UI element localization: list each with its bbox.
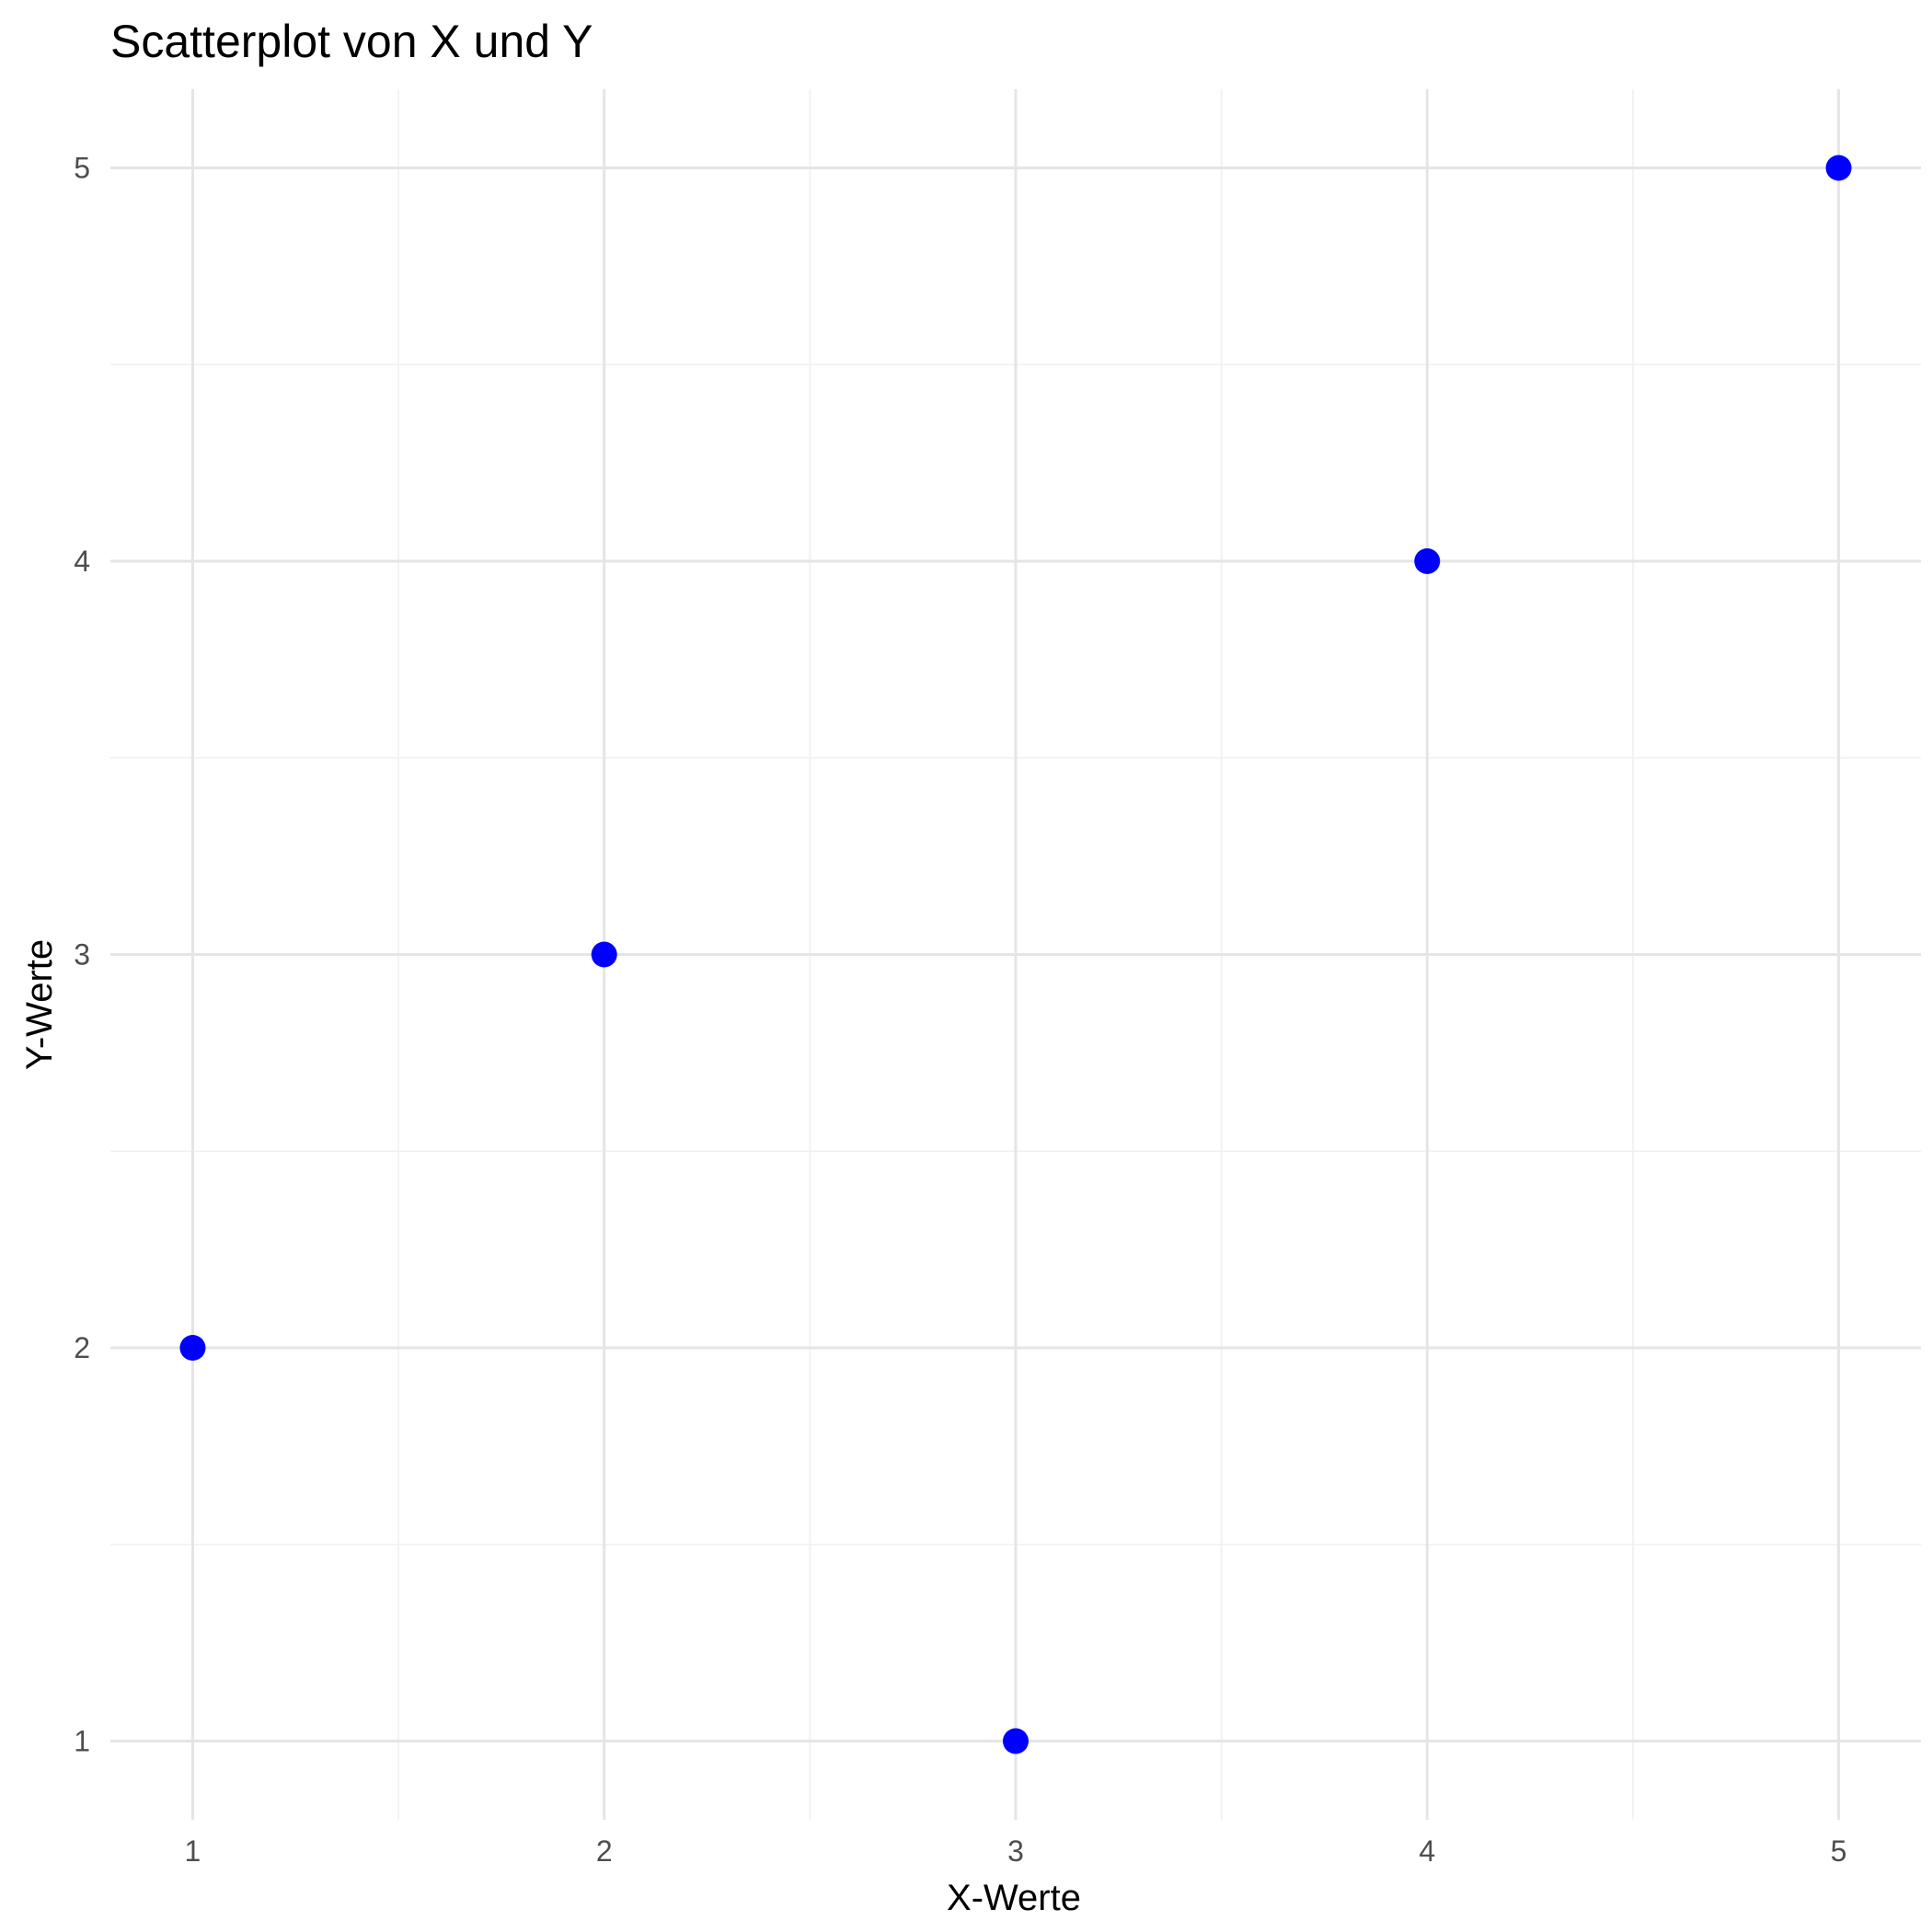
x-axis-tick-labels: 1 2 3 4 5 (185, 1834, 1847, 1868)
plot-area (110, 89, 1921, 1820)
y-tick-label: 1 (74, 1725, 90, 1758)
y-tick-label: 2 (74, 1331, 90, 1364)
data-point (1003, 1728, 1029, 1754)
data-point (591, 941, 617, 968)
x-tick-label: 1 (185, 1834, 201, 1868)
data-point (179, 1335, 206, 1361)
x-tick-label: 4 (1419, 1834, 1435, 1868)
y-tick-label: 5 (74, 152, 90, 185)
x-tick-label: 2 (596, 1834, 613, 1868)
y-tick-label: 3 (74, 938, 90, 972)
x-axis-title: X-Werte (947, 1878, 1081, 1918)
x-tick-label: 3 (1007, 1834, 1024, 1868)
data-points (179, 155, 1852, 1754)
data-point (1825, 155, 1852, 181)
data-point (1414, 548, 1441, 574)
y-tick-label: 4 (74, 545, 90, 578)
x-tick-label: 5 (1831, 1834, 1847, 1868)
major-gridlines (110, 89, 1921, 1820)
y-axis-title: Y-Werte (19, 939, 60, 1070)
y-axis-tick-labels: 1 2 3 4 5 (74, 152, 90, 1758)
chart-title: Scatterplot von X und Y (110, 16, 592, 67)
